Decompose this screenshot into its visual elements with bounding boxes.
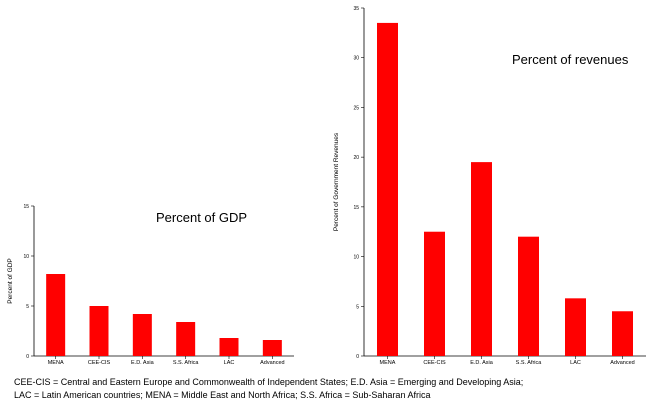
gdp-category-label: CEE-CIS xyxy=(88,360,111,366)
gdp-y-tick-label: 0 xyxy=(26,354,29,360)
revenue-y-tick-label: 35 xyxy=(353,6,359,12)
gdp-chart-title: Percent of GDP xyxy=(156,210,247,225)
gdp-y-tick-label: 5 xyxy=(26,304,29,310)
revenue-y-tick-label: 5 xyxy=(356,304,359,310)
revenue-y-tick-label: 30 xyxy=(353,56,359,62)
footnote: CEE-CIS = Central and Eastern Europe and… xyxy=(14,376,644,402)
gdp-chart: 0 5 10 15 MENA CEE-CIS E.D. Asia S.S. Africa LAC… xyxy=(7,204,294,366)
revenue-bar xyxy=(612,311,633,356)
revenue-bar xyxy=(424,231,445,356)
revenue-bar xyxy=(377,22,398,357)
revenue-category-label: MENA xyxy=(380,360,396,366)
revenue-y-tick-label: 0 xyxy=(356,354,359,360)
revenue-y-axis-label: Percent of Government Revenues xyxy=(333,132,340,231)
gdp-bar xyxy=(176,322,196,356)
revenue-bar xyxy=(518,236,539,356)
revenue-category-label: CEE-CIS xyxy=(423,360,446,366)
revenue-y-tick-label: 15 xyxy=(353,205,359,211)
revenue-chart: 0 5 10 15 20 25 30 35 MENA CEE-CIS E.D. Asia S.S. A… xyxy=(333,6,646,366)
gdp-bar xyxy=(262,340,282,356)
footnote-line-2: LAC = Latin American countries; MENA = M… xyxy=(14,390,431,400)
gdp-category-label: MENA xyxy=(48,360,64,366)
gdp-bar xyxy=(132,314,152,356)
gdp-bar xyxy=(219,338,239,356)
revenue-y-tick-label: 25 xyxy=(353,105,359,111)
charts-canvas: 0 5 10 15 MENA CEE-CIS E.D. Asia S.S. Africa LAC… xyxy=(7,6,646,366)
gdp-bar xyxy=(89,306,109,356)
gdp-y-tick-label: 10 xyxy=(23,254,29,260)
revenue-category-label: Advanced xyxy=(610,360,634,366)
footnote-line-1: CEE-CIS = Central and Eastern Europe and… xyxy=(14,377,524,387)
gdp-y-axis-label: Percent of GDP xyxy=(7,258,14,304)
revenue-category-label: S.S. Africa xyxy=(516,360,543,366)
gdp-category-label: E.D. Asia xyxy=(131,360,155,366)
revenue-chart-title: Percent of revenues xyxy=(512,52,629,67)
revenue-category-label: LAC xyxy=(570,360,581,366)
revenue-y-tick-label: 20 xyxy=(353,155,359,161)
revenue-y-tick-label: 10 xyxy=(353,255,359,261)
gdp-bar xyxy=(46,274,66,356)
gdp-y-tick-label: 15 xyxy=(23,204,29,210)
gdp-category-label: S.S. Africa xyxy=(173,360,200,366)
gdp-category-label: LAC xyxy=(224,360,235,366)
revenue-bar xyxy=(565,298,586,356)
revenue-bar xyxy=(471,162,492,356)
gdp-category-label: Advanced xyxy=(260,360,284,366)
revenue-category-label: E.D. Asia xyxy=(470,360,494,366)
